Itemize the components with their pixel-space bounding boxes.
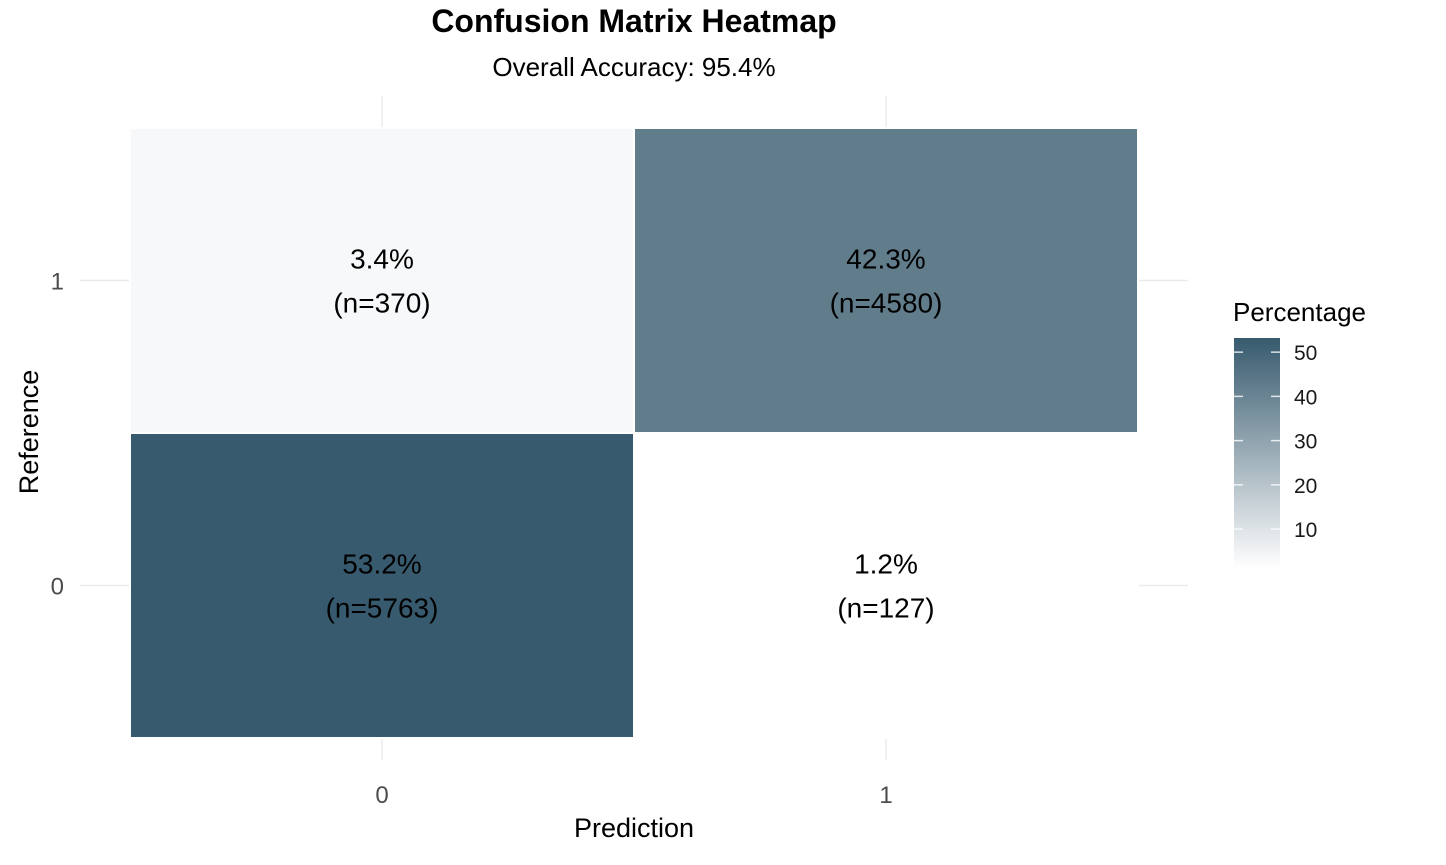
legend-title: Percentage bbox=[1233, 297, 1366, 327]
cell-percent-label: 3.4% bbox=[350, 244, 414, 275]
chart-subtitle: Overall Accuracy: 95.4% bbox=[492, 52, 775, 82]
axis-ticks: 0 1 0 1 bbox=[51, 269, 893, 810]
heatmap-cell bbox=[633, 432, 1139, 739]
cell-percent-label: 53.2% bbox=[342, 549, 421, 580]
cell-percent-label: 42.3% bbox=[846, 244, 925, 275]
legend-tick-label: 10 bbox=[1294, 519, 1317, 542]
chart-title: Confusion Matrix Heatmap bbox=[431, 3, 836, 39]
x-axis-title: Prediction bbox=[574, 813, 694, 843]
legend-tick-label: 50 bbox=[1294, 342, 1317, 365]
heatmap-cell bbox=[129, 127, 635, 434]
color-legend: Percentage 10 20 30 40 50 bbox=[1233, 297, 1366, 568]
legend-tick-label: 40 bbox=[1294, 386, 1317, 409]
heatmap-cell bbox=[129, 432, 635, 739]
x-tick-label: 1 bbox=[879, 782, 892, 809]
cell-percent-label: 1.2% bbox=[854, 549, 918, 580]
legend-colorbar bbox=[1234, 338, 1280, 568]
y-axis-title: Reference bbox=[14, 370, 44, 495]
cell-count-label: (n=5763) bbox=[326, 593, 439, 624]
y-tick-label: 0 bbox=[51, 574, 64, 601]
y-tick-label: 1 bbox=[51, 269, 64, 296]
cell-count-label: (n=127) bbox=[837, 593, 934, 624]
heatmap-cells bbox=[129, 127, 1139, 739]
cell-count-label: (n=370) bbox=[333, 288, 430, 319]
legend-tick-label: 20 bbox=[1294, 475, 1317, 498]
x-tick-label: 0 bbox=[375, 782, 388, 809]
heatmap-cell bbox=[633, 127, 1139, 434]
legend-ticks: 10 20 30 40 50 bbox=[1234, 342, 1317, 542]
heatmap-cell-labels: 3.4% (n=370) 42.3% (n=4580) 53.2% (n=5763) 1.2… bbox=[326, 244, 943, 624]
legend-tick-label: 30 bbox=[1294, 431, 1317, 454]
cell-count-label: (n=4580) bbox=[830, 288, 943, 319]
